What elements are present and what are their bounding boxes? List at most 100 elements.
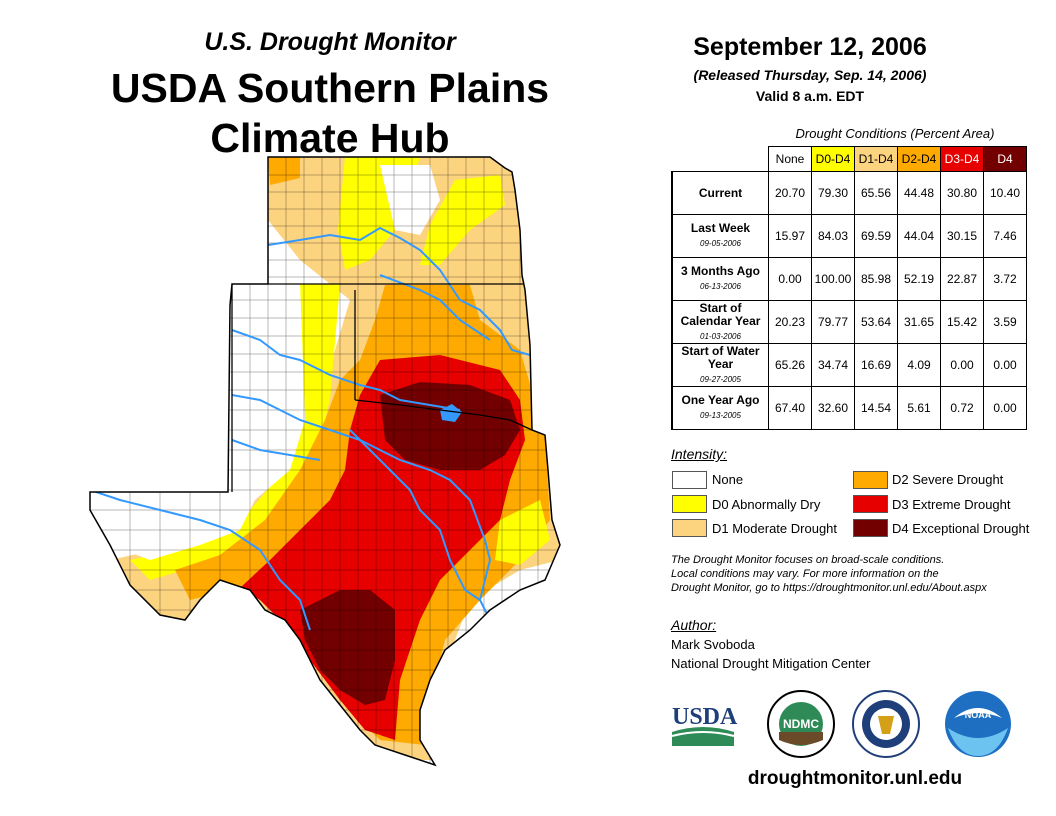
table-cell: 100.00: [811, 257, 855, 301]
table-cell: 44.48: [897, 171, 941, 215]
legend-swatch-d0: [672, 495, 707, 513]
legend-label-d3: D3 Extreme Drought: [892, 497, 1011, 512]
legend-label-none: None: [712, 472, 744, 487]
table-cell: 0.72: [940, 386, 984, 430]
table-cell: 0.00: [983, 343, 1027, 387]
row-date: 09-27-2005: [700, 374, 741, 384]
table-row: Start of Water Year 09-27-2005 65.26 34.7…: [671, 343, 1027, 387]
rivers: [90, 226, 531, 631]
drought-conditions-table: None D0-D4 D1-D4 D2-D4 D3-D4 D4 Current …: [671, 146, 1027, 430]
col-header-d1-d4: D1-D4: [854, 146, 898, 172]
noaa-logo: NOAA: [945, 691, 1011, 757]
table-cell: 3.59: [983, 300, 1027, 344]
table-cell: 3.72: [983, 257, 1027, 301]
table-row: 3 Months Ago 06-13-2006 0.00 100.00 85.98…: [671, 257, 1027, 301]
table-cell: 31.65: [897, 300, 941, 344]
row-label: Current: [671, 171, 769, 215]
author-org: National Drought Mitigation Center: [671, 656, 871, 671]
row-label-text: 3 Months Ago: [681, 264, 760, 278]
author-name: Mark Svoboda: [671, 637, 755, 652]
drought-area-none-west-texas: [90, 492, 255, 560]
svg-text:USDA: USDA: [672, 704, 738, 730]
agency-logos: USDA NDMC NOAA: [671, 690, 1011, 758]
table-row: Start of Calendar Year 01-03-2006 20.23 7…: [671, 300, 1027, 344]
table-cell: 65.56: [854, 171, 898, 215]
table-cell: 44.04: [897, 214, 941, 258]
col-header-d3-d4: D3-D4: [940, 146, 984, 172]
table-cell: 16.69: [854, 343, 898, 387]
drought-area-d4-oklahoma: [380, 382, 520, 470]
map-title-line1: USDA Southern Plains: [110, 65, 550, 111]
row-date: 06-13-2006: [700, 282, 741, 291]
table-caption: Drought Conditions (Percent Area): [795, 126, 995, 141]
map-date: September 12, 2006: [693, 33, 927, 61]
row-label: Start of Water Year 09-27-2005: [671, 343, 769, 387]
table-cell: 20.70: [768, 171, 812, 215]
table-cell: 84.03: [811, 214, 855, 258]
usda-logo: USDA: [671, 704, 738, 746]
table-row: One Year Ago 09-13-2005 67.40 32.60 14.54…: [671, 386, 1027, 430]
drought-area-d2-kansas: [268, 157, 300, 185]
row-label-text: Current: [698, 185, 743, 200]
table-cell: 14.54: [854, 386, 898, 430]
lake-marker: [440, 404, 462, 422]
row-date: 09-13-2005: [700, 411, 741, 420]
table-cell: 65.26: [768, 343, 812, 387]
table-cell: 0.00: [940, 343, 984, 387]
table-cell: 67.40: [768, 386, 812, 430]
table-row: Current 20.70 79.30 65.56 44.48 30.80 10…: [671, 171, 1027, 215]
author-title: Author:: [671, 617, 717, 633]
map-title-line2: Climate Hub: [210, 115, 450, 161]
table-cell: 30.15: [940, 214, 984, 258]
row-date: 01-03-2006: [700, 331, 741, 341]
table-cell: 85.98: [854, 257, 898, 301]
table-cell: 15.42: [940, 300, 984, 344]
col-header-d0-d4: D0-D4: [811, 146, 855, 172]
table-cell: 15.97: [768, 214, 812, 258]
row-label-text: One Year Ago: [681, 393, 760, 407]
table-cell: 10.40: [983, 171, 1027, 215]
valid-time: Valid 8 a.m. EDT: [755, 88, 865, 104]
row-label: Last Week 09-05-2006: [671, 214, 769, 258]
table-cell: 34.74: [811, 343, 855, 387]
col-header-d2-d4: D2-D4: [897, 146, 941, 172]
table-corner: [672, 147, 769, 172]
svg-text:NDMC: NDMC: [783, 717, 819, 731]
note-line1: The Drought Monitor focuses on broad-sca…: [671, 554, 945, 566]
table-cell: 53.64: [854, 300, 898, 344]
table-cell: 22.87: [940, 257, 984, 301]
legend-label-d0: D0 Abnormally Dry: [712, 497, 821, 512]
legend-label-d4: D4 Exceptional Drought: [892, 521, 1030, 536]
legend-label-d1: D1 Moderate Drought: [712, 521, 838, 536]
legend-label-d2: D2 Severe Drought: [892, 472, 1004, 487]
legend-title: Intensity:: [671, 446, 728, 462]
monitor-note: The Drought Monitor focuses on broad-sca…: [671, 553, 1041, 595]
svg-text:NOAA: NOAA: [965, 710, 992, 720]
legend-swatch-d2: [853, 471, 888, 489]
table-cell: 0.00: [768, 257, 812, 301]
table-cell: 79.30: [811, 171, 855, 215]
legend-swatch-none: [672, 471, 707, 489]
table-cell: 69.59: [854, 214, 898, 258]
table-cell: 5.61: [897, 386, 941, 430]
website-link[interactable]: droughtmonitor.unl.edu: [747, 768, 963, 789]
doc-seal-logo: [852, 690, 920, 758]
table-cell: 32.60: [811, 386, 855, 430]
note-line2: Local conditions may vary. For more info…: [671, 568, 939, 580]
note-line3: Drought Monitor, go to https://droughtmo…: [671, 582, 987, 594]
row-label: Start of Calendar Year 01-03-2006: [671, 300, 769, 344]
table-header-row: None D0-D4 D1-D4 D2-D4 D3-D4 D4: [672, 146, 1027, 172]
table-cell: 4.09: [897, 343, 941, 387]
region-outline: [89, 156, 561, 767]
map-subtitle: U.S. Drought Monitor: [204, 28, 456, 56]
col-header-d4: D4: [983, 146, 1027, 172]
col-header-none: None: [768, 146, 812, 172]
table-cell: 7.46: [983, 214, 1027, 258]
drought-map: [89, 156, 561, 767]
row-label: One Year Ago 09-13-2005: [671, 386, 769, 430]
table-cell: 20.23: [768, 300, 812, 344]
release-date: (Released Thursday, Sep. 14, 2006): [693, 67, 927, 83]
row-label-text: Last Week: [690, 221, 751, 235]
row-date: 09-05-2006: [700, 239, 741, 248]
drought-area-d0-east-texas: [495, 500, 550, 565]
